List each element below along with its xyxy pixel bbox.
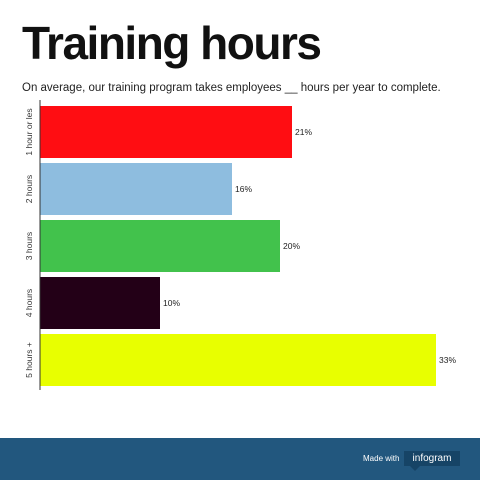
bar-chart: 21% 1 hour or les 16% 2 hours 20% 3 hours 10% 4… <box>24 100 456 390</box>
bar-1[interactable] <box>40 163 232 215</box>
chart-subtitle: On average, our training program takes e… <box>22 82 441 94</box>
category-label-0: 1 hour or les <box>24 108 34 155</box>
chart-title: Training hours <box>22 17 322 69</box>
bar-4[interactable] <box>40 334 436 386</box>
category-label-3: 4 hours <box>24 289 34 317</box>
data-label-3: 10% <box>163 298 180 308</box>
bar-2[interactable] <box>40 220 280 272</box>
data-label-2: 20% <box>283 241 300 251</box>
data-label-4: 33% <box>439 355 456 365</box>
made-with-label: Made with <box>363 454 400 463</box>
infogram-logo-link[interactable]: infogram <box>404 451 460 466</box>
bar-3[interactable] <box>40 277 160 329</box>
category-label-2: 3 hours <box>24 232 34 260</box>
bars-layer: 21% 1 hour or les 16% 2 hours 20% 3 hours 10% 4… <box>24 106 456 386</box>
category-label-4: 5 hours + <box>24 342 34 378</box>
logo-pointer-icon <box>410 466 420 471</box>
data-label-1: 16% <box>235 184 252 194</box>
data-label-0: 21% <box>295 127 312 137</box>
footer-bar: Made with infogram <box>0 438 480 480</box>
category-label-1: 2 hours <box>24 175 34 203</box>
bar-0[interactable] <box>40 106 292 158</box>
